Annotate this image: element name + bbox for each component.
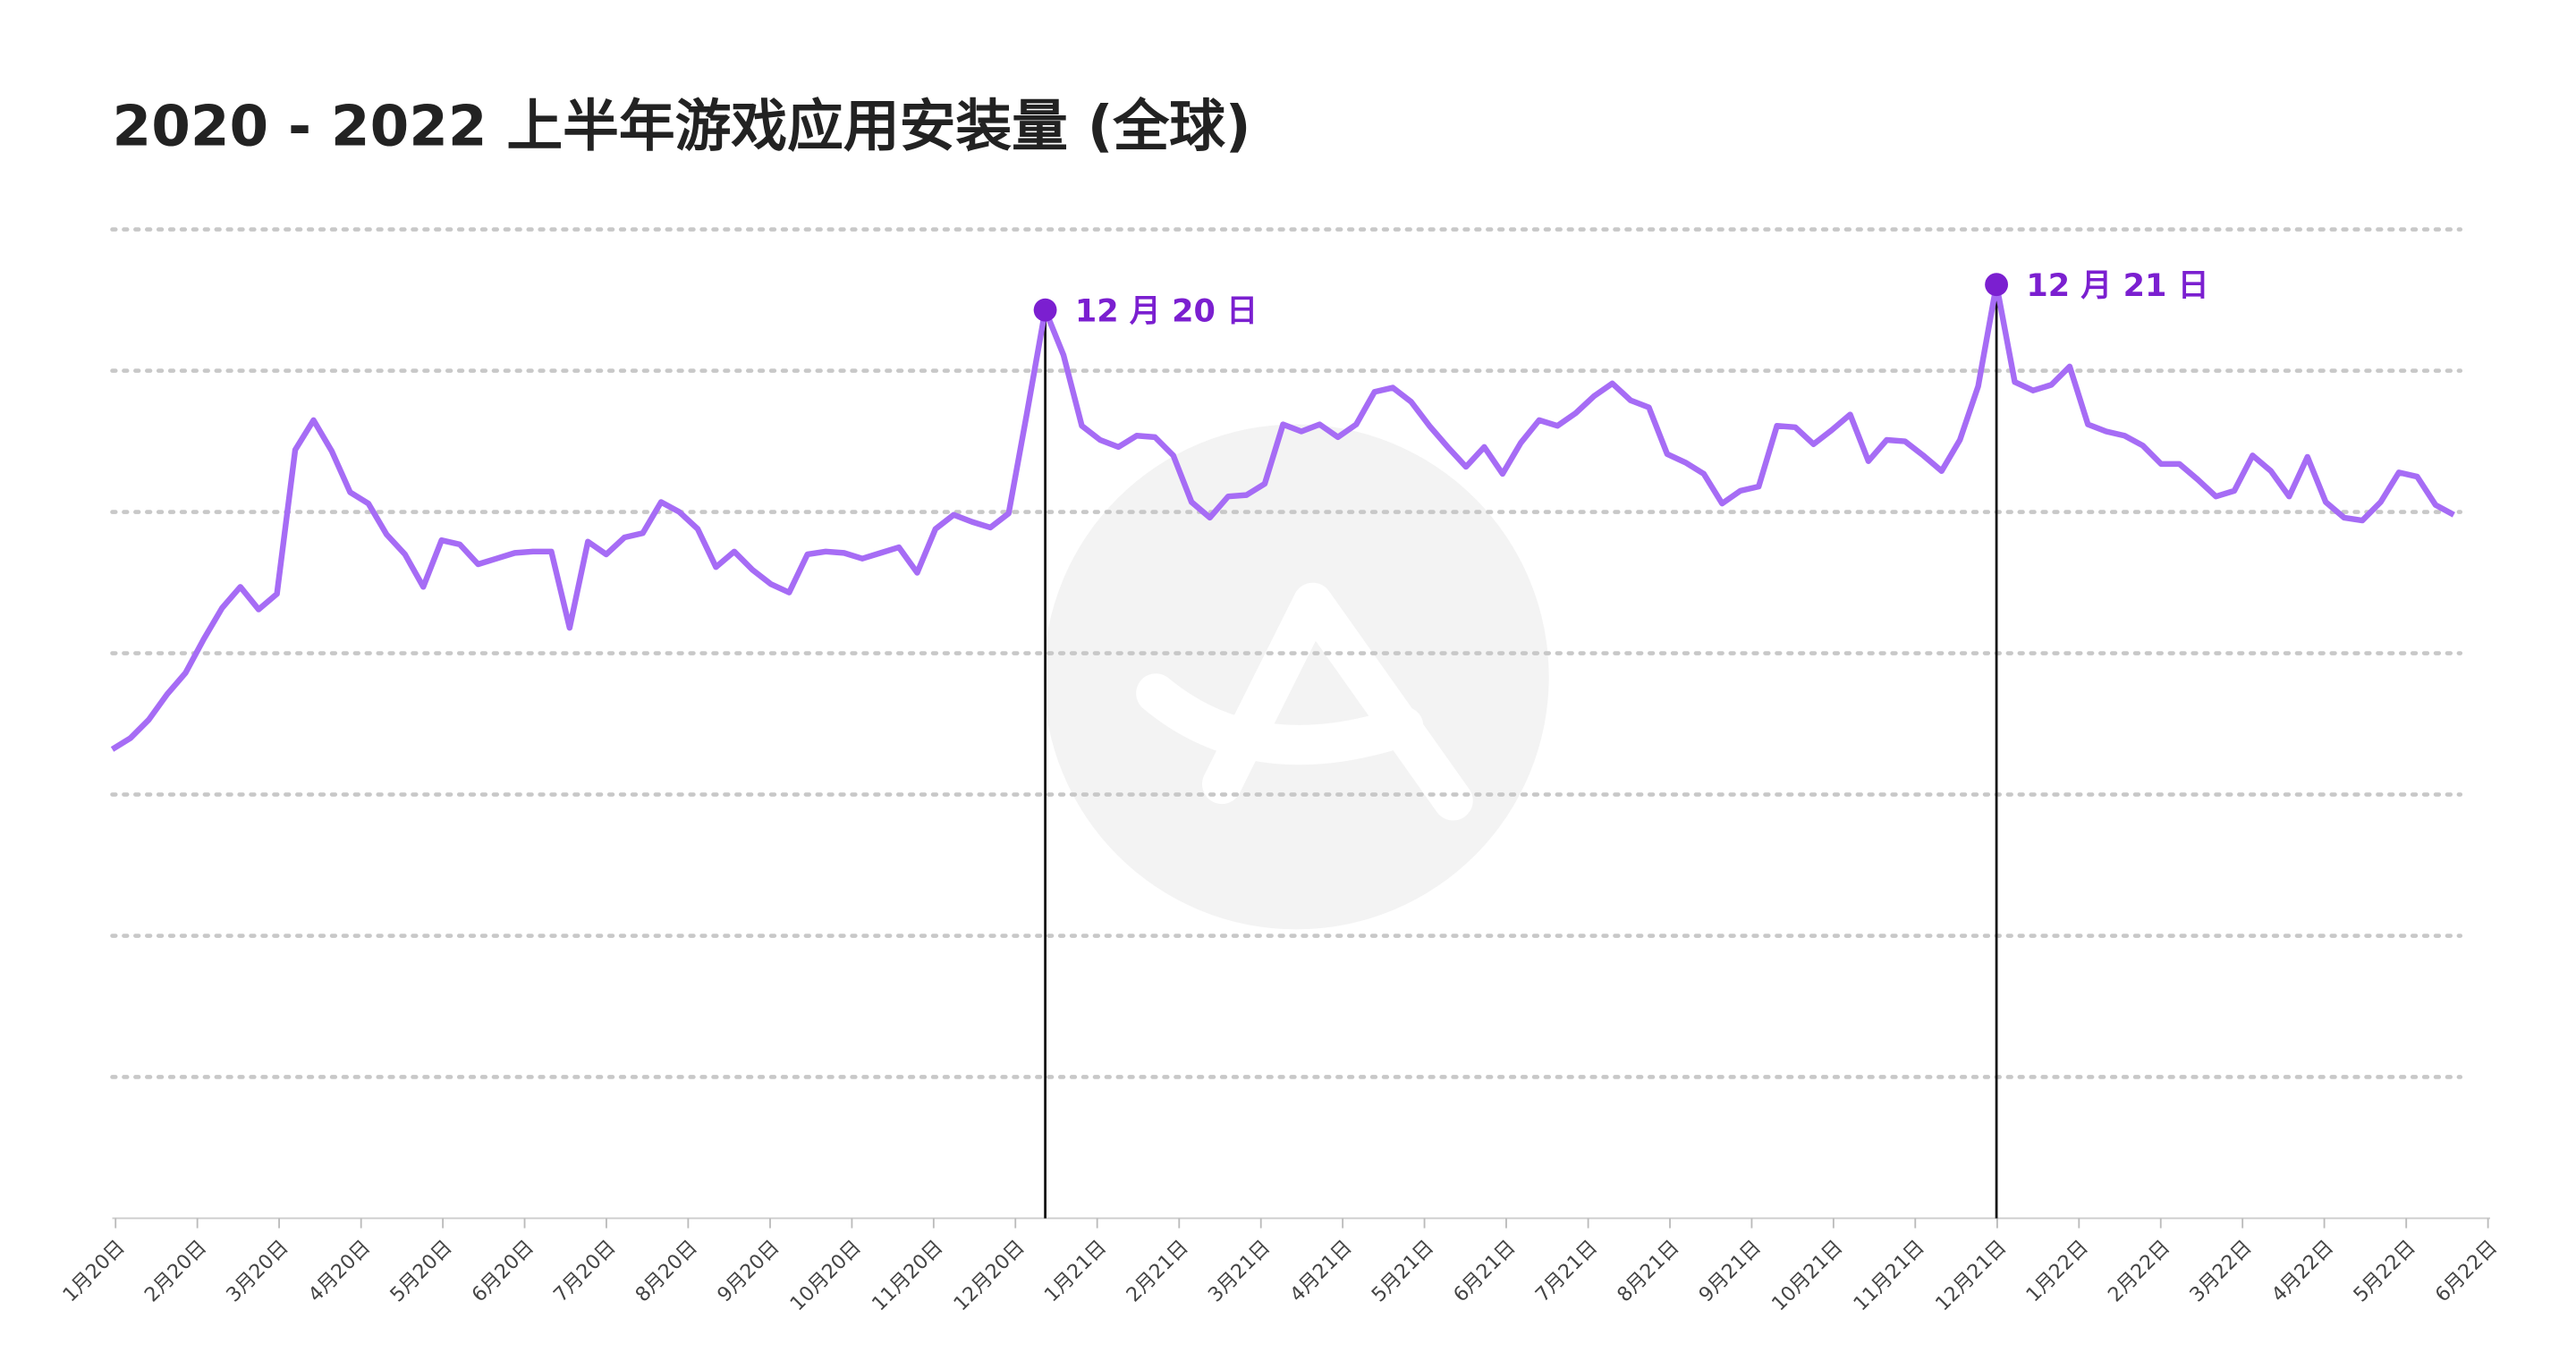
x-tick-label: 2月21日 bbox=[1122, 1236, 1193, 1307]
x-tick-label: 3月21日 bbox=[1204, 1236, 1275, 1307]
x-tick-label: 9月21日 bbox=[1694, 1236, 1766, 1307]
annotation-dot bbox=[1033, 298, 1057, 322]
x-tick-label: 6月22日 bbox=[2431, 1236, 2503, 1307]
x-tick-label: 10月20日 bbox=[785, 1236, 866, 1316]
x-tick-label: 5月20日 bbox=[386, 1236, 457, 1307]
x-tick-label: 6月20日 bbox=[467, 1236, 538, 1307]
x-tick-label: 12月20日 bbox=[949, 1236, 1030, 1316]
chart-title: 2020 - 2022 上半年游戏应用安装量 (全球) bbox=[113, 93, 1251, 158]
x-tick-label: 7月20日 bbox=[549, 1236, 621, 1307]
x-tick-label: 1月22日 bbox=[2021, 1236, 2093, 1307]
annotation-label: 12 月 20 日 bbox=[1075, 293, 1258, 330]
x-tick-label: 7月21日 bbox=[1531, 1236, 1603, 1307]
x-tick-label: 4月20日 bbox=[304, 1236, 376, 1307]
x-tick-label: 4月21日 bbox=[1285, 1236, 1357, 1307]
x-tick-label: 8月21日 bbox=[1613, 1236, 1684, 1307]
annotation-label: 12 月 21 日 bbox=[2026, 267, 2208, 304]
x-tick-label: 6月21日 bbox=[1449, 1236, 1521, 1307]
x-tick-label: 3月20日 bbox=[222, 1236, 293, 1307]
x-tick-label: 3月22日 bbox=[2185, 1236, 2257, 1307]
x-tick-label: 12月21日 bbox=[1931, 1236, 2012, 1316]
x-tick-label: 1月21日 bbox=[1040, 1236, 1112, 1307]
x-tick-label: 9月20日 bbox=[713, 1236, 784, 1307]
annotation-dot bbox=[1985, 273, 2009, 297]
x-tick-label: 2月22日 bbox=[2104, 1236, 2175, 1307]
x-tick-label: 1月20日 bbox=[58, 1236, 130, 1307]
x-tick-label: 11月20日 bbox=[868, 1236, 948, 1316]
x-tick-label: 2月20日 bbox=[140, 1236, 212, 1307]
x-tick-label: 8月20日 bbox=[631, 1236, 702, 1307]
watermark-logo bbox=[1136, 582, 1473, 821]
x-tick-label: 5月22日 bbox=[2349, 1236, 2420, 1307]
x-tick-label: 10月21日 bbox=[1767, 1236, 1848, 1316]
line bbox=[110, 281, 2455, 752]
x-tick-label: 11月21日 bbox=[1849, 1236, 1929, 1316]
x-tick-label: 4月22日 bbox=[2267, 1236, 2339, 1307]
x-tick-label: 5月21日 bbox=[1368, 1236, 1439, 1307]
